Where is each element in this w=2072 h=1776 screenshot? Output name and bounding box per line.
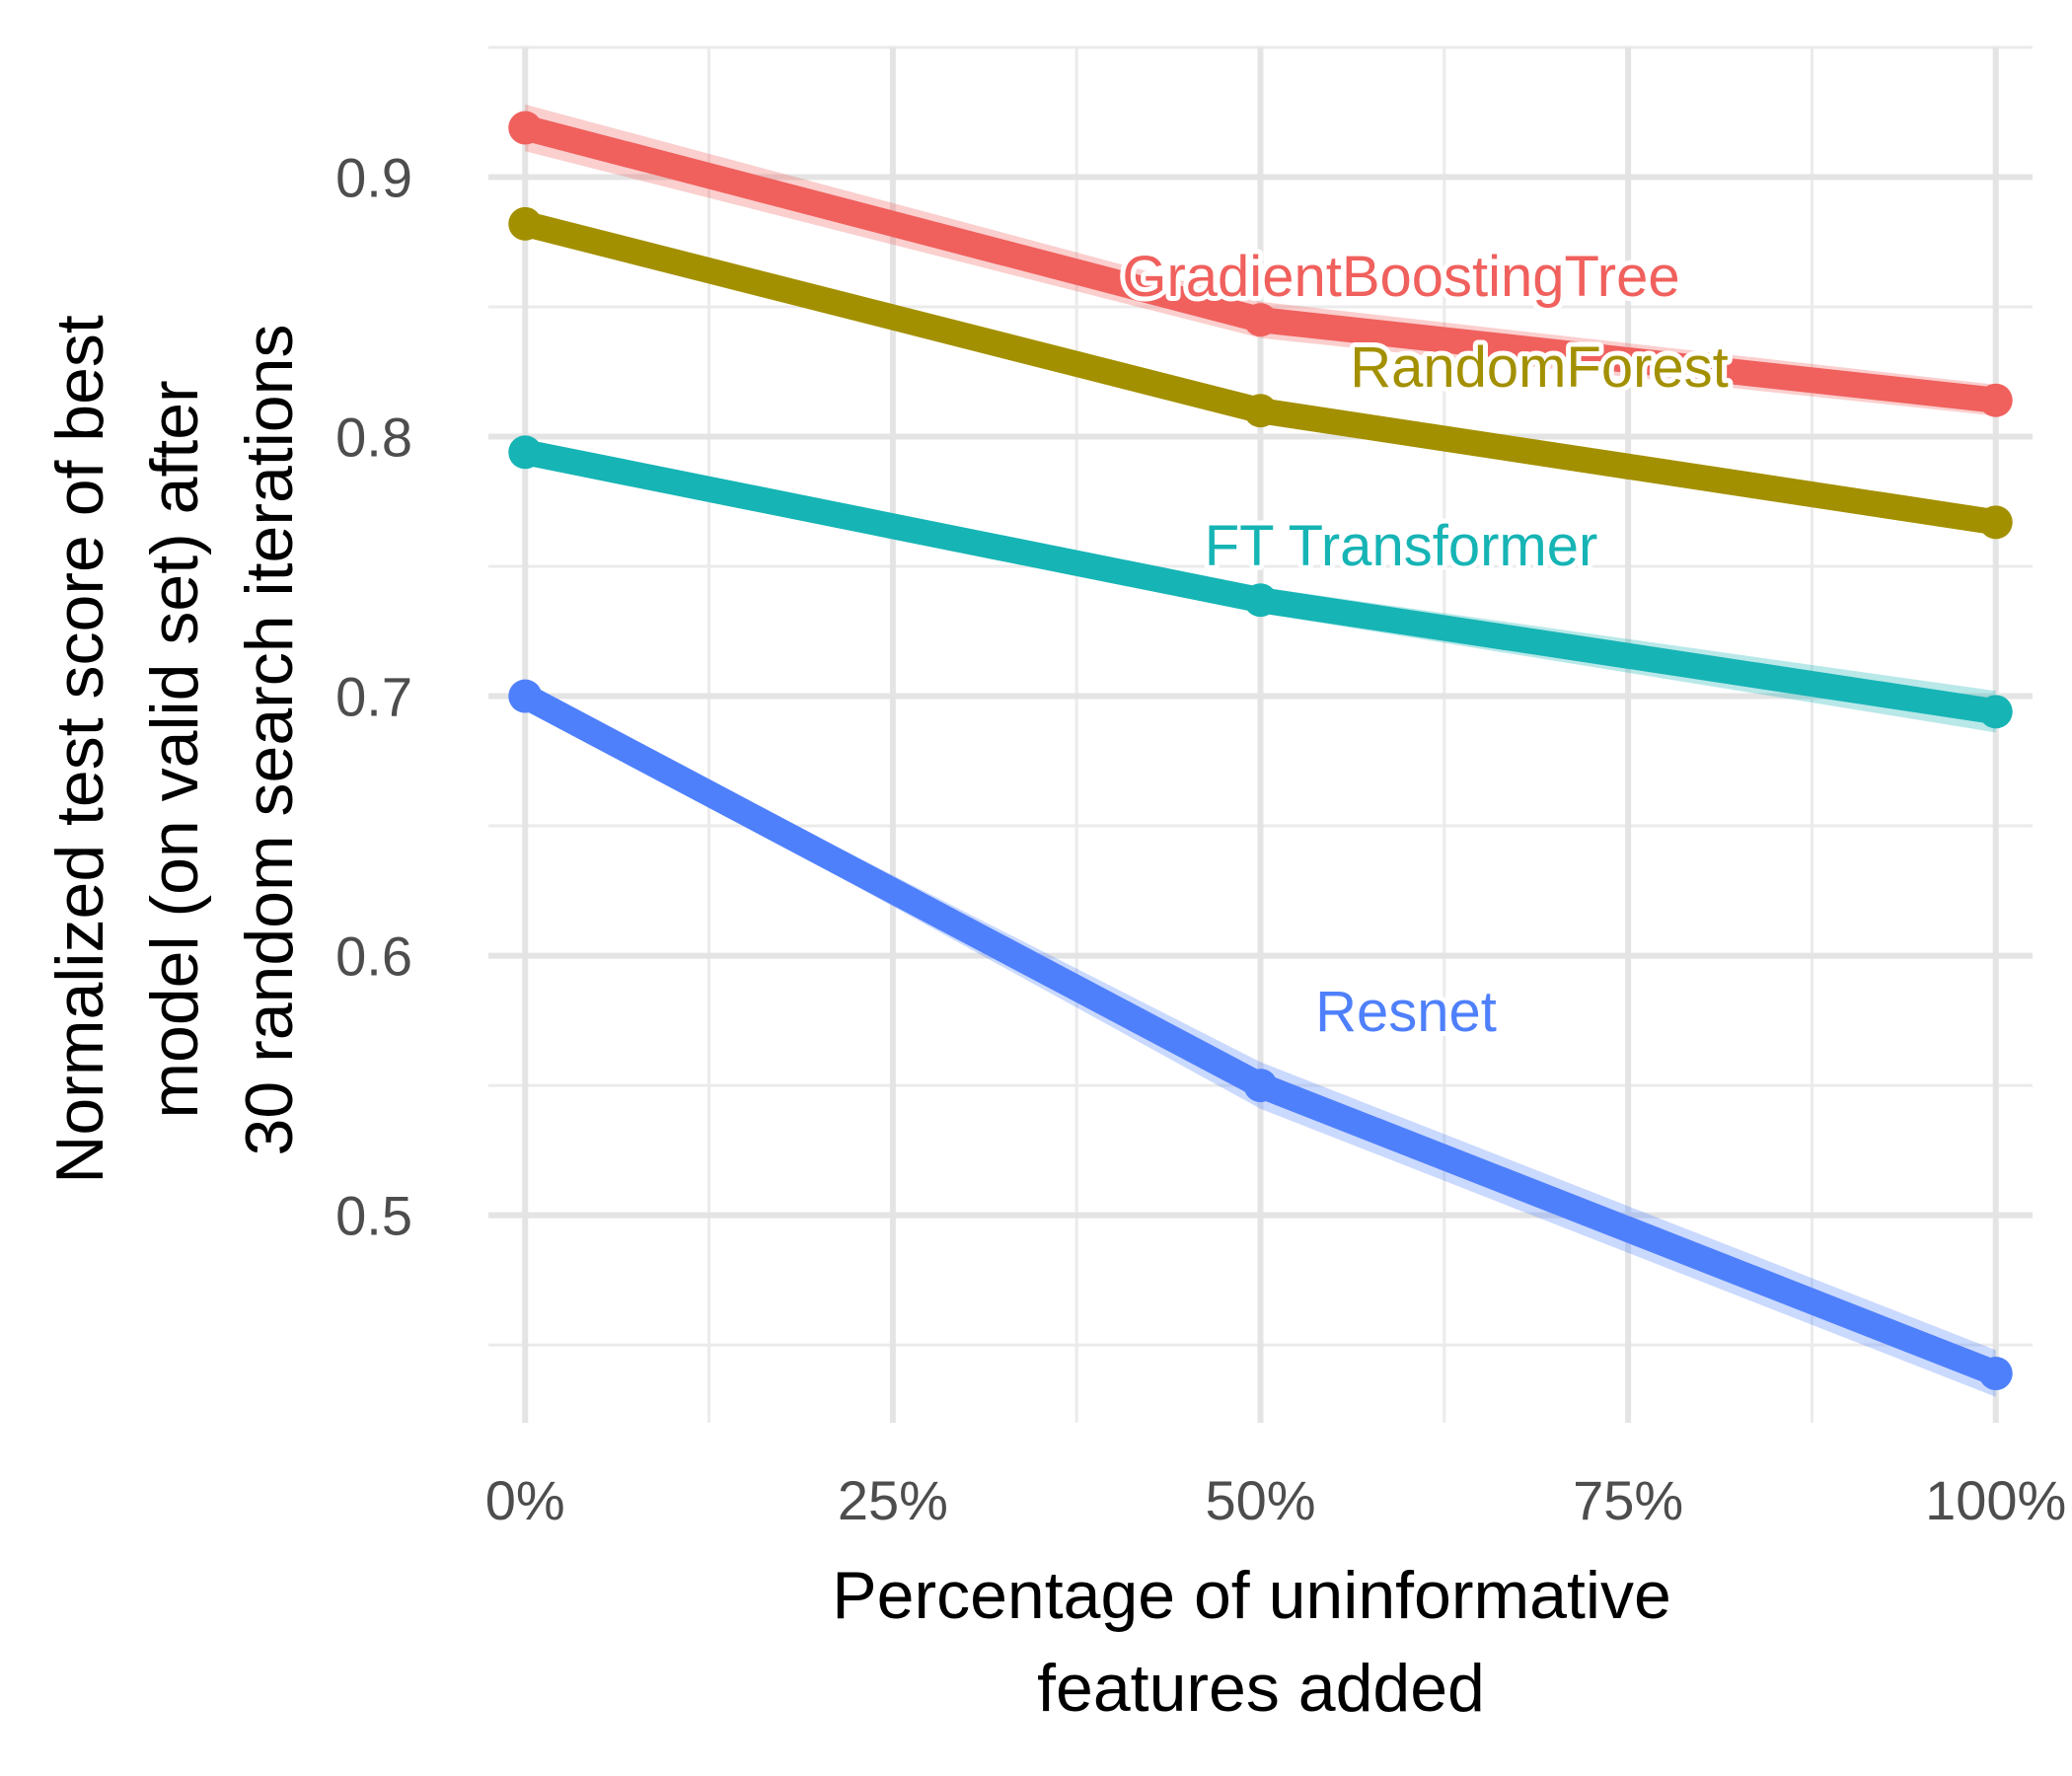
randomforest-point	[1243, 394, 1278, 428]
resnet-label: Resnet	[1315, 980, 1497, 1044]
y-axis-title-line-2: model (on valid set) after	[137, 380, 212, 1118]
gradientboostingtree-point	[1978, 383, 2013, 417]
y-axis-title: Normalized test score of best model (on …	[42, 296, 307, 1184]
y-tick-labels: 0.5 0.6 0.7 0.8 0.9	[335, 147, 412, 1247]
y-tick-label: 0.6	[335, 925, 412, 988]
y-tick-label: 0.5	[335, 1185, 412, 1247]
gradientboostingtree-point	[1243, 303, 1278, 337]
x-axis-title-line-1: Percentage of uninformative	[832, 1558, 1671, 1633]
x-axis-title-line-2: features added	[1037, 1651, 1485, 1726]
x-tick-label: 0%	[485, 1469, 565, 1531]
gradientboostingtree-label: GradientBoostingTree	[1122, 245, 1679, 309]
resnet-point	[1978, 1357, 2013, 1391]
y-axis-title-line-3: 30 random search iterations	[232, 325, 307, 1156]
randomforest-label: RandomForest	[1350, 335, 1729, 400]
x-tick-labels: 0% 25% 50% 75% 100%	[485, 1469, 2067, 1531]
y-axis-title-line-1: Normalized test score of best	[42, 315, 117, 1184]
y-tick-label: 0.9	[335, 147, 412, 209]
randomforest-point	[508, 206, 543, 241]
x-tick-label: 75%	[1573, 1469, 1683, 1531]
y-tick-label: 0.8	[335, 407, 412, 469]
ft-transformer-point	[1243, 583, 1278, 618]
x-tick-label: 50%	[1205, 1469, 1315, 1531]
x-tick-label: 100%	[1925, 1469, 2066, 1531]
gradientboostingtree-point	[508, 111, 543, 145]
y-tick-label: 0.7	[335, 666, 412, 728]
ft-transformer-point	[508, 435, 543, 470]
major-gridlines	[488, 47, 2033, 1423]
ft-transformer-point	[1978, 695, 2013, 729]
series-labels: GradientBoostingTree RandomForest FT Trans…	[1117, 240, 1733, 1049]
series-points	[508, 111, 2013, 1391]
x-axis-title: Percentage of uninformative features add…	[832, 1558, 1689, 1726]
resnet-point	[1243, 1069, 1278, 1103]
resnet-point	[508, 679, 543, 713]
randomforest-point	[1978, 505, 2013, 540]
ft-transformer-label: FT Transformer	[1205, 514, 1598, 578]
x-tick-label: 25%	[838, 1469, 948, 1531]
